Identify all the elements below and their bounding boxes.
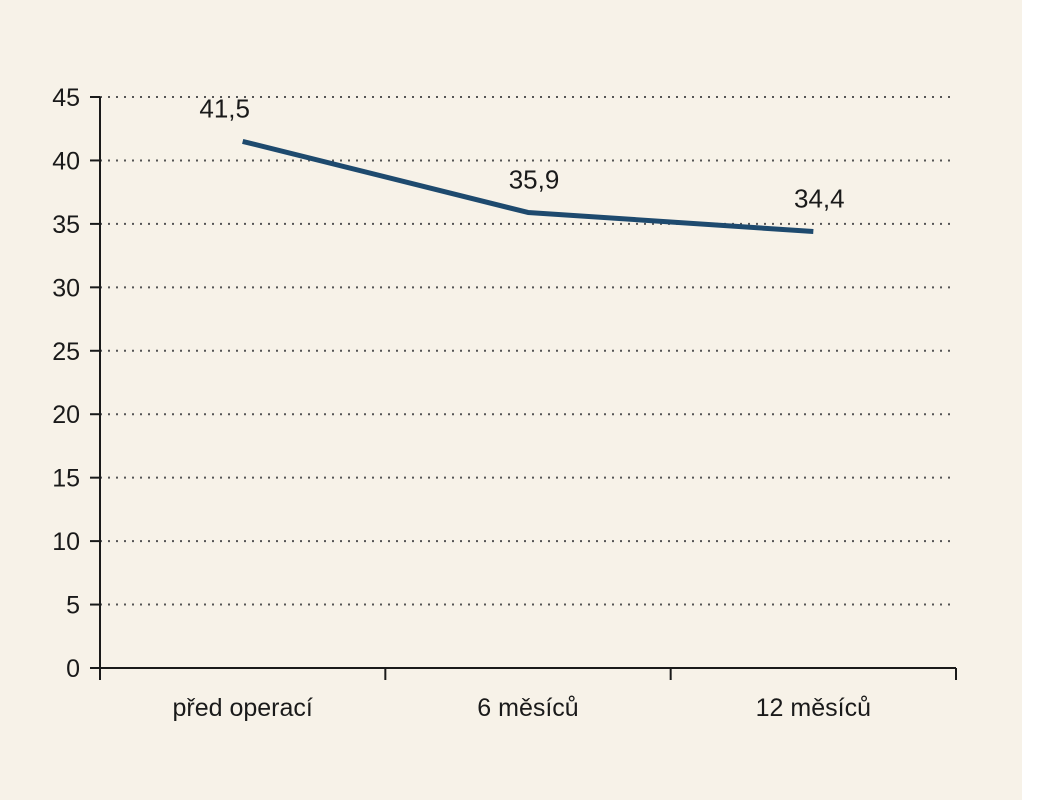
- y-tick-label: 0: [66, 655, 80, 683]
- y-tick-label: 10: [52, 528, 80, 556]
- series: [242, 138, 814, 234]
- x-category-label: před operací: [172, 694, 312, 722]
- y-tick-label: 45: [52, 84, 80, 112]
- series-line: [242, 138, 814, 234]
- y-ticks: 0 5 10 15 20 25 30 35 40 45: [52, 84, 100, 683]
- y-tick-label: 25: [52, 338, 80, 366]
- y-tick-label: 20: [52, 401, 80, 429]
- data-label: 34,4: [794, 184, 845, 214]
- x-ticks: před operací 6 měsíců 12 měsíců: [99, 668, 957, 722]
- y-tick-label: 30: [52, 274, 80, 302]
- x-category-label: 6 měsíců: [477, 694, 578, 722]
- x-category-label: 12 měsíců: [756, 694, 871, 722]
- y-tick-label: 15: [52, 465, 80, 493]
- data-label: 35,9: [509, 164, 560, 194]
- axes: [99, 97, 956, 669]
- gridlines: [100, 96, 956, 606]
- data-labels: 41,5 35,9 34,4: [199, 93, 844, 213]
- y-tick-label: 5: [66, 592, 80, 620]
- y-tick-label: 40: [52, 147, 80, 175]
- data-label: 41,5: [199, 93, 250, 123]
- y-tick-label: 35: [52, 211, 80, 239]
